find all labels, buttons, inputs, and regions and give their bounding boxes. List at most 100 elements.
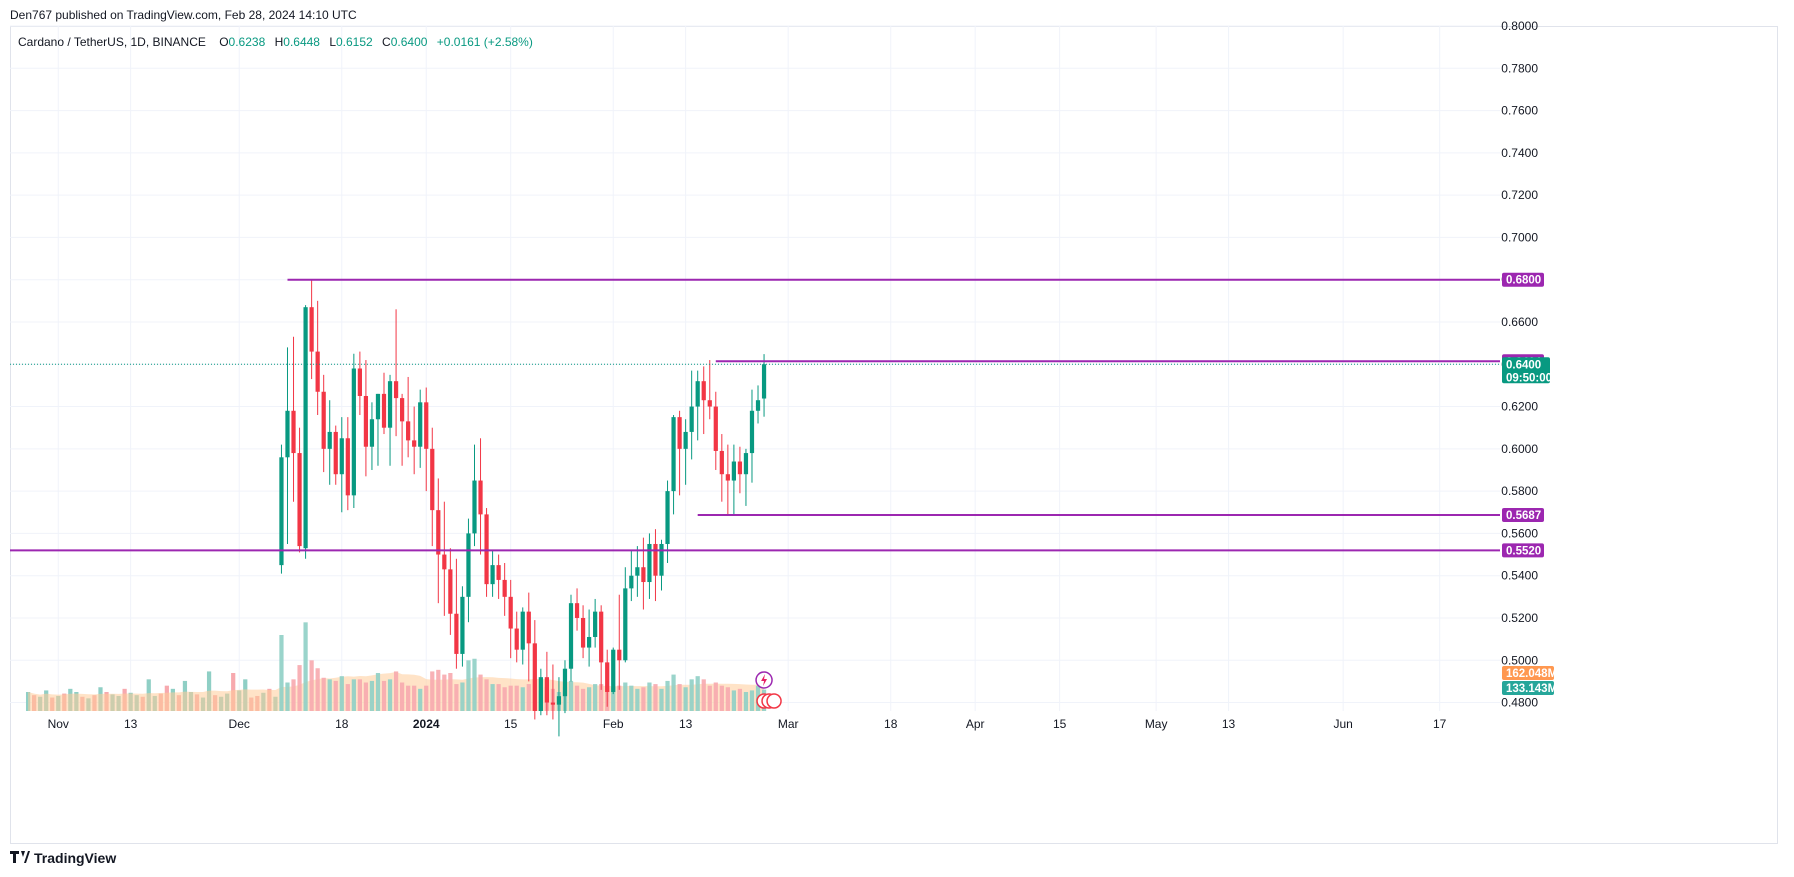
- candle-body[interactable]: [454, 613, 459, 654]
- candle-body[interactable]: [731, 461, 736, 481]
- candle-body[interactable]: [659, 543, 664, 576]
- y-tick-label: 0.7600: [1501, 104, 1538, 118]
- volume-bar: [291, 679, 296, 711]
- candle-body[interactable]: [297, 453, 302, 547]
- candle-body[interactable]: [484, 514, 489, 585]
- candle-body[interactable]: [544, 677, 549, 703]
- candle-body[interactable]: [556, 696, 562, 705]
- candle-body[interactable]: [399, 398, 405, 422]
- candle-body[interactable]: [381, 393, 387, 428]
- candle-body[interactable]: [695, 381, 700, 407]
- candle-body[interactable]: [466, 533, 471, 597]
- candle-body[interactable]: [291, 410, 296, 454]
- volume-bar: [387, 679, 393, 711]
- volume-bar: [659, 688, 664, 711]
- candle-body[interactable]: [285, 410, 290, 458]
- candle-body[interactable]: [357, 368, 362, 396]
- volume-bar: [490, 684, 495, 711]
- candle-body[interactable]: [538, 677, 543, 711]
- candle-body[interactable]: [339, 438, 344, 475]
- volume-bar: [647, 682, 652, 711]
- candle-body[interactable]: [514, 628, 519, 650]
- candle-body[interactable]: [593, 611, 598, 638]
- candle-body[interactable]: [490, 565, 495, 585]
- candle-body[interactable]: [647, 543, 652, 583]
- volume-bar: [345, 684, 350, 711]
- candle-body[interactable]: [677, 417, 682, 449]
- candle-body[interactable]: [683, 431, 688, 449]
- volume-bar: [399, 682, 405, 711]
- candle-body[interactable]: [430, 448, 435, 511]
- volume-bar: [375, 673, 381, 711]
- candle-body[interactable]: [568, 603, 574, 669]
- candle-body[interactable]: [406, 421, 411, 441]
- economic-event-flag-icon[interactable]: [766, 693, 782, 709]
- close-value: 0.6400: [390, 35, 428, 49]
- candle-body[interactable]: [665, 491, 670, 544]
- candle-body[interactable]: [671, 417, 676, 492]
- candle-body[interactable]: [532, 643, 537, 711]
- candle-body[interactable]: [387, 381, 393, 428]
- candle-body[interactable]: [574, 603, 580, 618]
- candle-body[interactable]: [725, 474, 730, 481]
- footer-brand[interactable]: TradingView: [10, 850, 116, 866]
- x-tick-label: Nov: [48, 717, 69, 731]
- candle-body[interactable]: [502, 579, 507, 597]
- candle-body[interactable]: [345, 438, 350, 496]
- candle-body[interactable]: [749, 410, 755, 454]
- candle-body[interactable]: [351, 368, 356, 496]
- candle-body[interactable]: [315, 351, 320, 392]
- candle-body[interactable]: [412, 440, 417, 447]
- candle-body[interactable]: [761, 364, 767, 399]
- candle-body[interactable]: [635, 567, 640, 576]
- volume-bar: [743, 692, 749, 711]
- candle-body[interactable]: [333, 431, 338, 475]
- candle-body[interactable]: [623, 588, 628, 661]
- candle-body[interactable]: [526, 611, 531, 644]
- candle-body[interactable]: [641, 567, 646, 583]
- candle-body[interactable]: [701, 381, 706, 401]
- candle-body[interactable]: [478, 480, 483, 515]
- candle-body[interactable]: [719, 450, 724, 475]
- candle-body[interactable]: [327, 431, 332, 449]
- candle-body[interactable]: [653, 543, 658, 576]
- candle-body[interactable]: [755, 400, 761, 411]
- candle-body[interactable]: [321, 391, 326, 449]
- volume-bar: [351, 679, 356, 711]
- candle-body[interactable]: [375, 393, 381, 420]
- candle-body[interactable]: [363, 395, 369, 447]
- candle-body[interactable]: [629, 575, 634, 589]
- symbol-name[interactable]: Cardano / TetherUS, 1D, BINANCE: [18, 35, 206, 49]
- candle-body[interactable]: [508, 596, 513, 629]
- candle-body[interactable]: [309, 307, 314, 352]
- candle-body[interactable]: [393, 381, 399, 399]
- candle-body[interactable]: [562, 668, 568, 697]
- candle-body[interactable]: [448, 569, 453, 614]
- candle-body[interactable]: [424, 402, 429, 449]
- candle-body[interactable]: [442, 554, 447, 570]
- candle-body[interactable]: [707, 400, 712, 407]
- candle-body[interactable]: [617, 649, 622, 661]
- candle-body[interactable]: [496, 565, 501, 580]
- open-value: 0.6238: [228, 35, 266, 49]
- candle-body[interactable]: [713, 406, 718, 451]
- candle-body[interactable]: [520, 611, 525, 650]
- candle-body[interactable]: [303, 307, 308, 549]
- candle-body[interactable]: [550, 702, 556, 705]
- candle-body[interactable]: [279, 457, 284, 566]
- candle-body[interactable]: [611, 649, 616, 692]
- candle-body[interactable]: [580, 617, 586, 648]
- candle-body[interactable]: [369, 419, 375, 447]
- candle-body[interactable]: [599, 611, 604, 663]
- candle-body[interactable]: [743, 453, 749, 475]
- candle-body[interactable]: [737, 461, 743, 475]
- candle-body[interactable]: [436, 510, 441, 555]
- volume-bar: [617, 685, 622, 711]
- candle-body[interactable]: [689, 406, 694, 432]
- candle-body[interactable]: [472, 480, 477, 534]
- candle-body[interactable]: [605, 662, 610, 692]
- candle-body[interactable]: [460, 596, 465, 654]
- candle-body[interactable]: [418, 402, 423, 447]
- candle-body[interactable]: [586, 637, 592, 648]
